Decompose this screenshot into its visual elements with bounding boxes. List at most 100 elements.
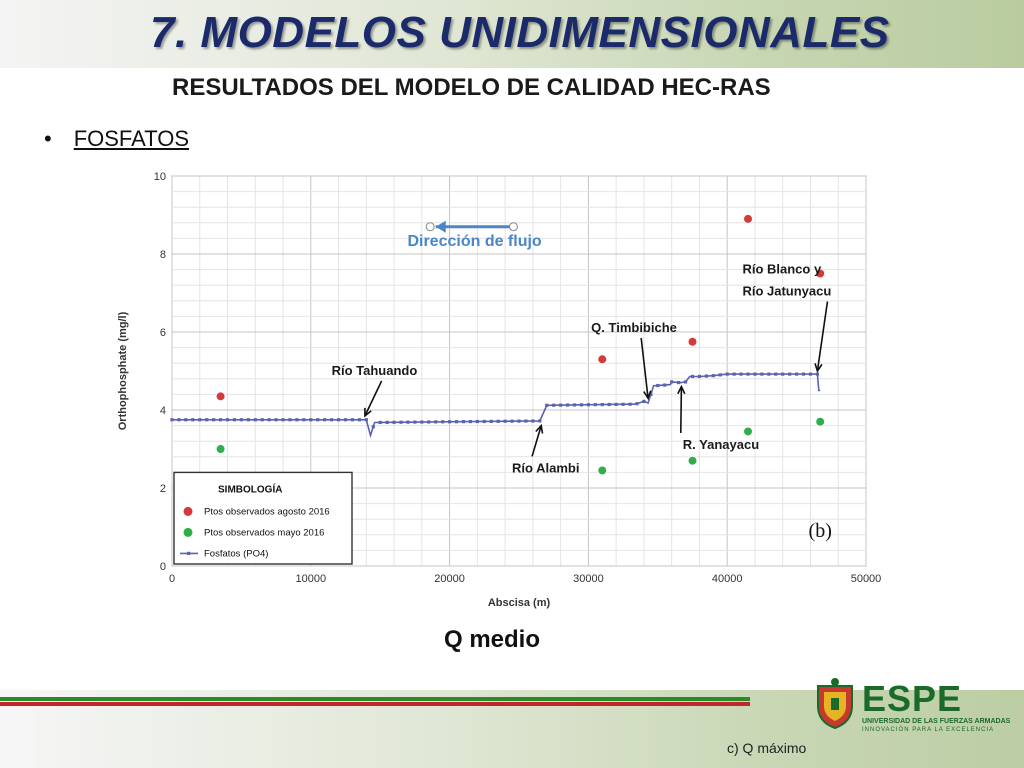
x-tick-label: 40000 [712,573,743,585]
observed-point-agosto [687,336,698,347]
series-marker-fosfatos [496,419,500,423]
y-tick-label: 8 [160,249,166,261]
observed-point-agosto [815,268,826,279]
series-marker-fosfatos [357,418,361,422]
series-marker-fosfatos [621,402,625,406]
series-marker-fosfatos [718,373,722,377]
series-marker-fosfatos [642,399,646,404]
series-marker-fosfatos [725,372,729,376]
series-marker-fosfatos [406,420,410,424]
logo-motto: INNOVACIÓN PARA LA EXCELENCIA [862,727,995,733]
legend-item-label: Ptos observados agosto 2016 [204,506,330,517]
y-tick-label: 2 [160,483,166,495]
series-marker-fosfatos [441,420,445,424]
series-marker-fosfatos [808,372,813,376]
observed-point-agosto [597,354,608,365]
annotation-label: Río Jatunyacu [742,284,831,299]
footnote: c) Q máximo [727,740,807,756]
series-marker-fosfatos [635,402,639,406]
series-marker-fosfatos [628,402,632,406]
series-marker-fosfatos [475,419,479,424]
series-marker-fosfatos [385,420,389,424]
series-marker-fosfatos [434,420,438,424]
series-marker-fosfatos [524,419,528,423]
series-marker-fosfatos [267,418,271,422]
series-marker-fosfatos [371,425,375,429]
observed-point-mayo [743,426,754,437]
university-shield-icon [817,678,853,730]
footer-stripe-green [0,697,750,701]
series-marker-fosfatos [739,372,743,376]
series-marker-fosfatos [413,420,417,424]
legend-box [173,471,353,565]
series-marker-fosfatos [656,383,660,388]
flow-arrow-end-dot [508,222,518,232]
series-marker-fosfatos [448,420,452,424]
series-marker-fosfatos [767,372,771,376]
series-marker-fosfatos [801,372,806,376]
x-tick-label: 50000 [851,573,882,585]
bullet-item: • FOSFATOS [44,126,189,152]
legend-item-label: Fosfatos (PO4) [204,548,268,559]
annotation-arrow [679,386,683,434]
series-marker-fosfatos [260,418,264,422]
x-tick-label: 0 [169,573,175,585]
series-marker-fosfatos [614,402,618,407]
series-marker-fosfatos [218,418,223,422]
y-tick-label: 10 [154,171,166,183]
flow-direction-label: Dirección de flujo [407,233,541,250]
series-marker-fosfatos [295,418,299,422]
observed-point-mayo [815,416,826,427]
series-marker-fosfatos [732,372,736,376]
series-marker-fosfatos [330,418,334,422]
series-marker-fosfatos [323,418,327,422]
series-marker-fosfatos [288,418,292,422]
series-marker-fosfatos [392,420,396,424]
series-marker-fosfatos [677,380,681,385]
annotation-arrow [364,380,383,417]
x-axis-label: Abscisa (m) [488,597,551,609]
series-marker-fosfatos [510,419,514,423]
slide-subtitle: RESULTADOS DEL MODELO DE CALIDAD HEC-RAS [172,74,771,101]
series-marker-fosfatos [489,419,493,423]
series-marker-fosfatos [538,419,542,423]
observed-point-mayo [597,465,608,476]
y-tick-label: 6 [160,327,166,339]
series-marker-fosfatos [399,420,403,424]
series-marker-fosfatos [461,420,466,424]
series-marker-fosfatos [774,372,778,376]
series-marker-fosfatos [781,372,785,376]
annotation-arrow-head [643,390,652,401]
slide-title: 7. MODELOS UNIDIMENSIONALES [150,8,890,57]
x-tick-label: 20000 [434,573,465,585]
annotation-arrow-head [364,407,372,418]
series-marker-fosfatos [788,372,792,376]
annotation-arrow-head [677,384,686,395]
title-band [0,0,1024,68]
annotation-arrow [531,425,542,457]
legend-title: SIMBOLOGÍA [218,482,282,495]
series-marker-fosfatos [690,374,695,379]
series-marker-fosfatos [670,380,674,384]
series-marker-fosfatos [663,383,667,387]
series-marker-fosfatos [274,418,278,422]
series-marker-fosfatos [559,403,563,407]
series-marker-fosfatos [704,374,708,378]
series-marker-fosfatos [503,419,507,423]
series-marker-fosfatos [552,403,556,407]
legend-marker-agosto [183,506,193,516]
annotation-arrow [640,337,649,399]
phosphate-chart: 0 10000 20000 30000 40000 50000 0 2 4 6 8 10 Abscisa… [117,171,882,609]
series-marker-fosfatos [205,418,209,422]
y-axis-label: Orthophosphate (mg/l) [117,311,129,430]
series-marker-fosfatos [531,419,535,423]
bullet-text: FOSFATOS [73,126,190,151]
x-tick-label: 10000 [296,573,327,585]
series-marker-fosfatos [711,374,715,378]
chart-caption: Q medio [444,626,541,653]
series-marker-fosfatos [225,418,230,422]
series-marker-fosfatos [177,418,181,422]
annotation-arrow-head [814,363,823,373]
annotation-label: Río Blanco y [742,262,822,277]
y-tick-label: 4 [160,405,166,417]
